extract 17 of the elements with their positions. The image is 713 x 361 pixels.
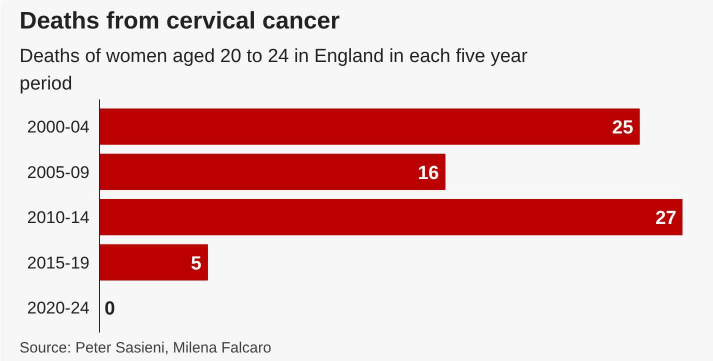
y-tick-label: 2000-04 bbox=[27, 118, 90, 137]
data-label: 27 bbox=[655, 208, 677, 230]
data-label: 0 bbox=[104, 298, 116, 320]
data-label: 5 bbox=[190, 253, 202, 274]
bar bbox=[100, 198, 682, 236]
y-tick-label: 2005-09 bbox=[27, 162, 90, 182]
y-tick-label: 2010-14 bbox=[27, 208, 90, 228]
data-label: 25 bbox=[612, 118, 634, 139]
y-tick-label: 2015-19 bbox=[27, 253, 90, 272]
source-note: Source: Peter Sasieni, Milena Falcaro bbox=[20, 340, 272, 356]
bar bbox=[100, 108, 640, 145]
bar bbox=[100, 154, 446, 190]
bar bbox=[100, 244, 208, 281]
data-label: 16 bbox=[418, 162, 439, 184]
chart-title: Deaths from cervical cancer bbox=[20, 8, 340, 34]
chart-subtitle: Deaths of women aged 20 to 24 in England in each five year period bbox=[20, 46, 528, 94]
y-tick-label: 2020-24 bbox=[27, 298, 90, 318]
